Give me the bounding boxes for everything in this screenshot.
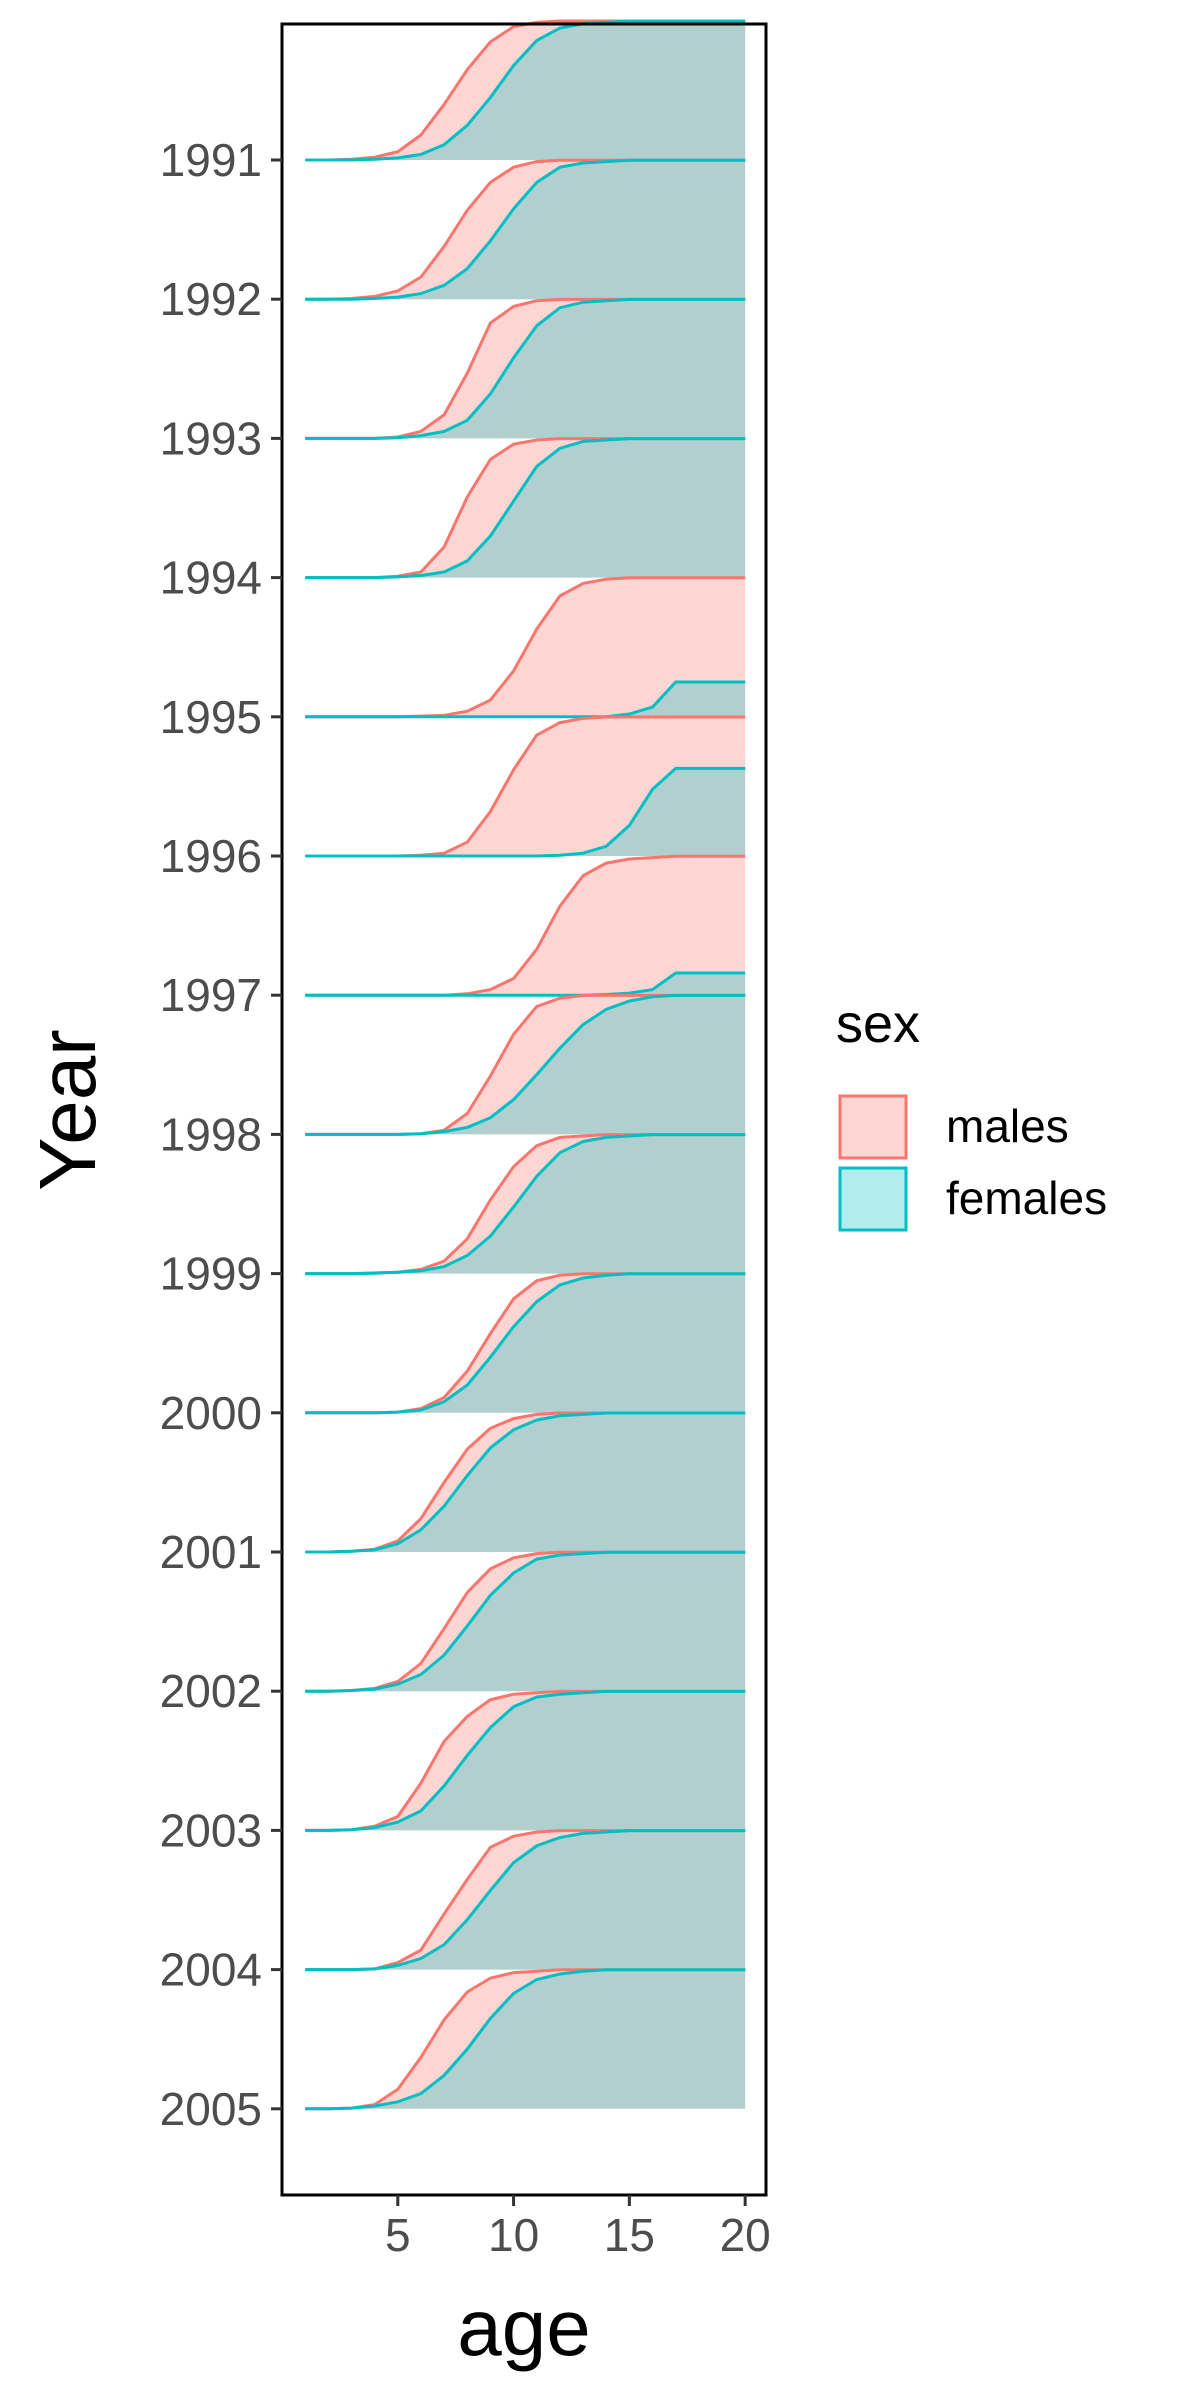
line-females-1995 bbox=[305, 680, 746, 719]
y-tick-label-1998: 1998 bbox=[160, 1108, 262, 1160]
y-tick-label-1999: 1999 bbox=[160, 1248, 262, 1300]
ridge-1991 bbox=[305, 19, 746, 162]
ridge-1999 bbox=[305, 1133, 746, 1276]
area-males-1991 bbox=[305, 21, 746, 160]
area-males-2005 bbox=[305, 1969, 746, 2109]
y-tick-label-1992: 1992 bbox=[160, 273, 262, 325]
line-females-2005 bbox=[305, 1968, 746, 2111]
y-axis-title: Year bbox=[23, 1029, 112, 1191]
ridge-2003 bbox=[305, 1689, 746, 1832]
legend-title: sex bbox=[836, 994, 920, 1054]
ridge-2002 bbox=[305, 1550, 746, 1693]
ridge-1995 bbox=[305, 576, 746, 719]
area-males-2001 bbox=[305, 1413, 746, 1552]
area-females-1992 bbox=[305, 160, 746, 300]
line-females-1998 bbox=[305, 993, 746, 1136]
x-tick-label-15: 15 bbox=[604, 2209, 655, 2261]
area-males-1994 bbox=[305, 438, 746, 578]
ridge-1993 bbox=[305, 297, 746, 440]
line-females-2001 bbox=[305, 1411, 746, 1554]
area-females-1993 bbox=[305, 299, 746, 439]
area-females-2002 bbox=[305, 1552, 746, 1692]
x-tick-label-20: 20 bbox=[720, 2209, 771, 2261]
area-females-2000 bbox=[305, 1273, 746, 1413]
panel-border bbox=[280, 22, 768, 2197]
x-axis: 5 10 15 20 bbox=[385, 2195, 771, 2261]
x-tick-label-5: 5 bbox=[385, 2209, 411, 2261]
legend-key-females bbox=[838, 1166, 908, 1232]
y-tick-label-2003: 2003 bbox=[160, 1804, 262, 1856]
y-tick-label-1994: 1994 bbox=[160, 552, 262, 604]
y-tick-label-2001: 2001 bbox=[160, 1526, 262, 1578]
y-tick-label-1993: 1993 bbox=[160, 412, 262, 464]
x-axis-title: age bbox=[457, 2283, 590, 2372]
legend-label-females: females bbox=[946, 1172, 1107, 1224]
y-tick-label-1991: 1991 bbox=[160, 134, 262, 186]
area-males-2000 bbox=[305, 1273, 746, 1413]
line-females-2002 bbox=[305, 1550, 746, 1693]
ridge-1994 bbox=[305, 437, 746, 580]
line-females-1991 bbox=[305, 19, 746, 162]
y-tick-label-2002: 2002 bbox=[160, 1665, 262, 1717]
ridge-1992 bbox=[305, 158, 746, 301]
line-females-2004 bbox=[305, 1829, 746, 1972]
y-tick-label-2005: 2005 bbox=[160, 2083, 262, 2135]
area-females-1997 bbox=[305, 973, 746, 996]
area-males-2004 bbox=[305, 1830, 746, 1970]
area-males-1998 bbox=[305, 995, 746, 1135]
area-males-1996 bbox=[305, 717, 746, 856]
line-females-1993 bbox=[305, 297, 746, 440]
line-females-1992 bbox=[305, 158, 746, 301]
y-tick-label-1997: 1997 bbox=[160, 969, 262, 1021]
legend-key-males bbox=[838, 1094, 908, 1160]
ridge-2004 bbox=[305, 1829, 746, 1972]
legend-label-males: males bbox=[946, 1100, 1069, 1152]
area-males-1995 bbox=[305, 577, 746, 717]
ridge-1997 bbox=[305, 854, 746, 997]
ridge-1998 bbox=[305, 993, 746, 1136]
area-females-1996 bbox=[305, 768, 746, 856]
area-males-1997 bbox=[305, 856, 746, 996]
legend-items: males females bbox=[838, 1094, 1107, 1232]
line-females-2000 bbox=[305, 1272, 746, 1415]
x-tick-label-10: 10 bbox=[488, 2209, 539, 2261]
y-axis: 1991 1992 1993 1994 1995 1996 1997 1998 1999 2000… bbox=[160, 134, 282, 2135]
line-females-1996 bbox=[305, 766, 746, 858]
area-females-1998 bbox=[305, 995, 746, 1135]
legend: sex males females bbox=[836, 994, 1107, 1232]
area-males-1993 bbox=[305, 299, 746, 439]
line-females-2003 bbox=[305, 1689, 746, 1832]
area-females-2003 bbox=[305, 1691, 746, 1831]
area-females-2004 bbox=[305, 1830, 746, 1970]
ridges-group bbox=[305, 19, 746, 2111]
ridge-1996 bbox=[305, 715, 746, 858]
line-females-1999 bbox=[305, 1133, 746, 1276]
y-tick-label-1995: 1995 bbox=[160, 691, 262, 743]
legend-key-bg-females bbox=[838, 1166, 908, 1232]
area-females-1991 bbox=[305, 21, 746, 160]
area-females-2001 bbox=[305, 1413, 746, 1552]
y-tick-label-1996: 1996 bbox=[160, 830, 262, 882]
legend-item-males: males bbox=[838, 1094, 1069, 1160]
line-females-1994 bbox=[305, 437, 746, 580]
ridge-2000 bbox=[305, 1272, 746, 1415]
area-males-2003 bbox=[305, 1691, 746, 1831]
ridge-2005 bbox=[305, 1968, 746, 2111]
y-tick-label-2000: 2000 bbox=[160, 1387, 262, 1439]
legend-item-females: females bbox=[838, 1166, 1107, 1232]
area-males-2002 bbox=[305, 1552, 746, 1692]
line-females-1997 bbox=[305, 971, 746, 997]
area-males-1992 bbox=[305, 160, 746, 300]
legend-key-bg-males bbox=[838, 1094, 908, 1160]
area-females-1995 bbox=[305, 682, 746, 717]
area-females-1994 bbox=[305, 438, 746, 578]
area-males-1999 bbox=[305, 1134, 746, 1274]
area-females-2005 bbox=[305, 1969, 746, 2109]
area-females-1999 bbox=[305, 1134, 746, 1274]
ridge-2001 bbox=[305, 1411, 746, 1554]
y-tick-label-2004: 2004 bbox=[160, 1944, 262, 1996]
